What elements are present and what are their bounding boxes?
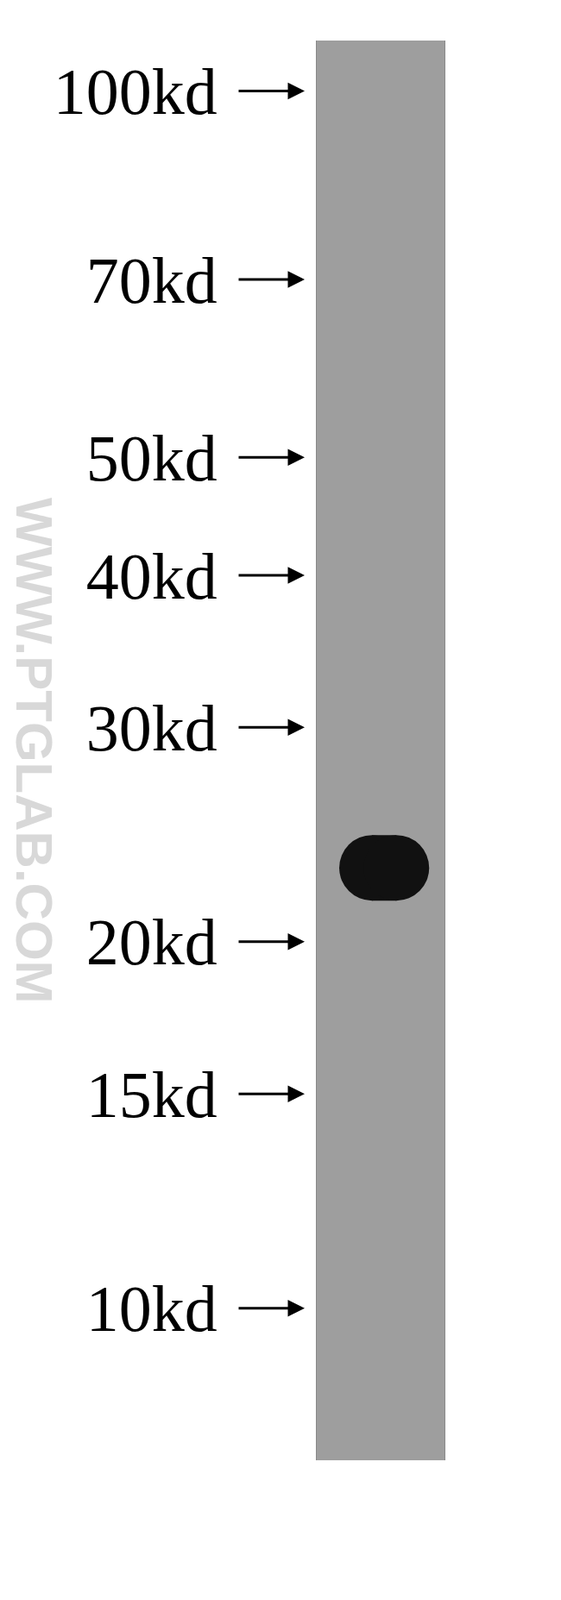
svg-text:WWW.PTGLAB.COM: WWW.PTGLAB.COM [5, 497, 64, 1005]
svg-text:20kd: 20kd [86, 906, 218, 979]
svg-text:70kd: 70kd [86, 244, 218, 317]
svg-text:15kd: 15kd [86, 1058, 218, 1132]
svg-text:50kd: 50kd [86, 422, 218, 495]
svg-text:30kd: 30kd [86, 692, 218, 765]
svg-text:40kd: 40kd [86, 540, 218, 613]
svg-text:10kd: 10kd [86, 1273, 218, 1346]
svg-text:100kd: 100kd [53, 55, 218, 128]
